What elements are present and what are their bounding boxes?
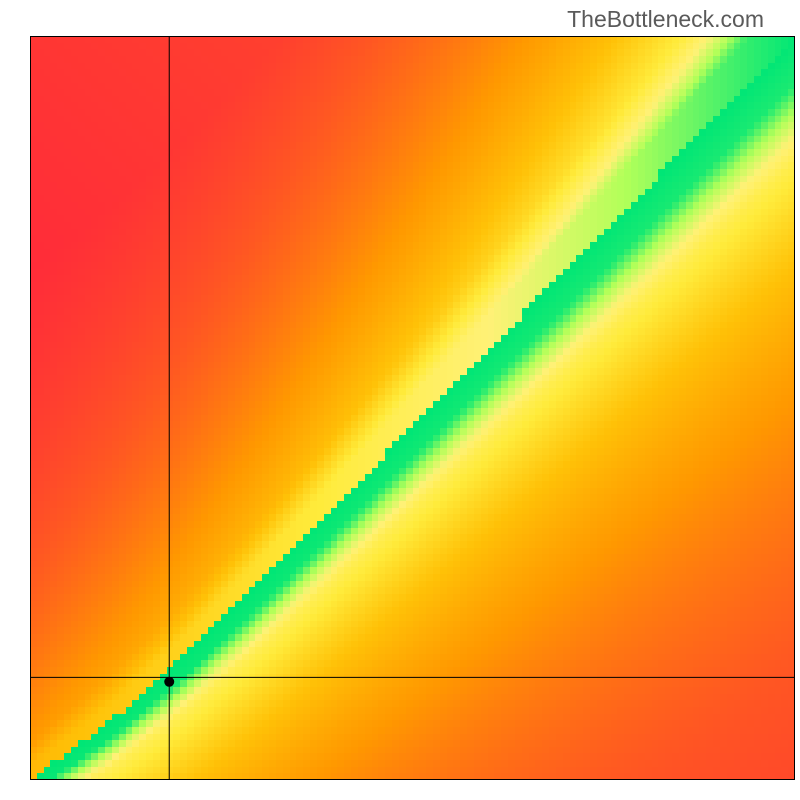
chart-container: TheBottleneck.com <box>0 0 800 800</box>
heatmap-canvas <box>0 0 800 800</box>
